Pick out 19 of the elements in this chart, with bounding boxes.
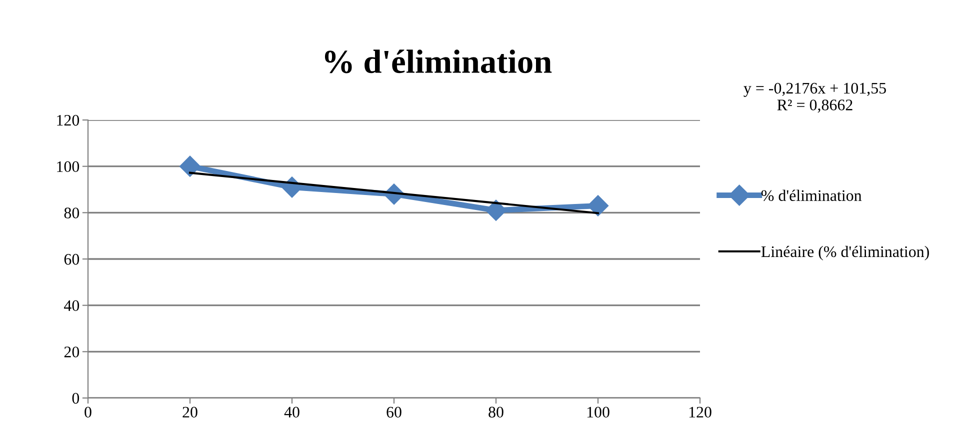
y-tick-label: 20 bbox=[64, 346, 80, 358]
legend-label: % d'élimination bbox=[761, 190, 862, 202]
legend-label: Linéaire (% d'élimination) bbox=[761, 246, 929, 260]
y-tick-label: 120 bbox=[57, 114, 80, 126]
text: y = -0,2176x + 101,55 R² = 0,8662 bbox=[744, 82, 886, 113]
x-tick-label: 120 bbox=[689, 406, 712, 418]
y-tick-label: 40 bbox=[64, 300, 80, 312]
x-tick-label: 100 bbox=[587, 406, 610, 418]
x-tick-label: 60 bbox=[386, 406, 402, 418]
y-tick-label: 0 bbox=[72, 392, 80, 404]
y-tick-label: 80 bbox=[64, 208, 80, 218]
y-tick-label: 60 bbox=[64, 254, 80, 265]
y-tick-label: 100 bbox=[57, 161, 80, 172]
x-tick-label: 40 bbox=[284, 406, 300, 418]
point bbox=[179, 156, 201, 177]
chart-title: % d'élimination bbox=[324, 50, 552, 74]
x-tick-label: 20 bbox=[182, 406, 198, 418]
x-tick-label: 80 bbox=[488, 406, 504, 418]
x-tick-label: 0 bbox=[84, 406, 92, 418]
